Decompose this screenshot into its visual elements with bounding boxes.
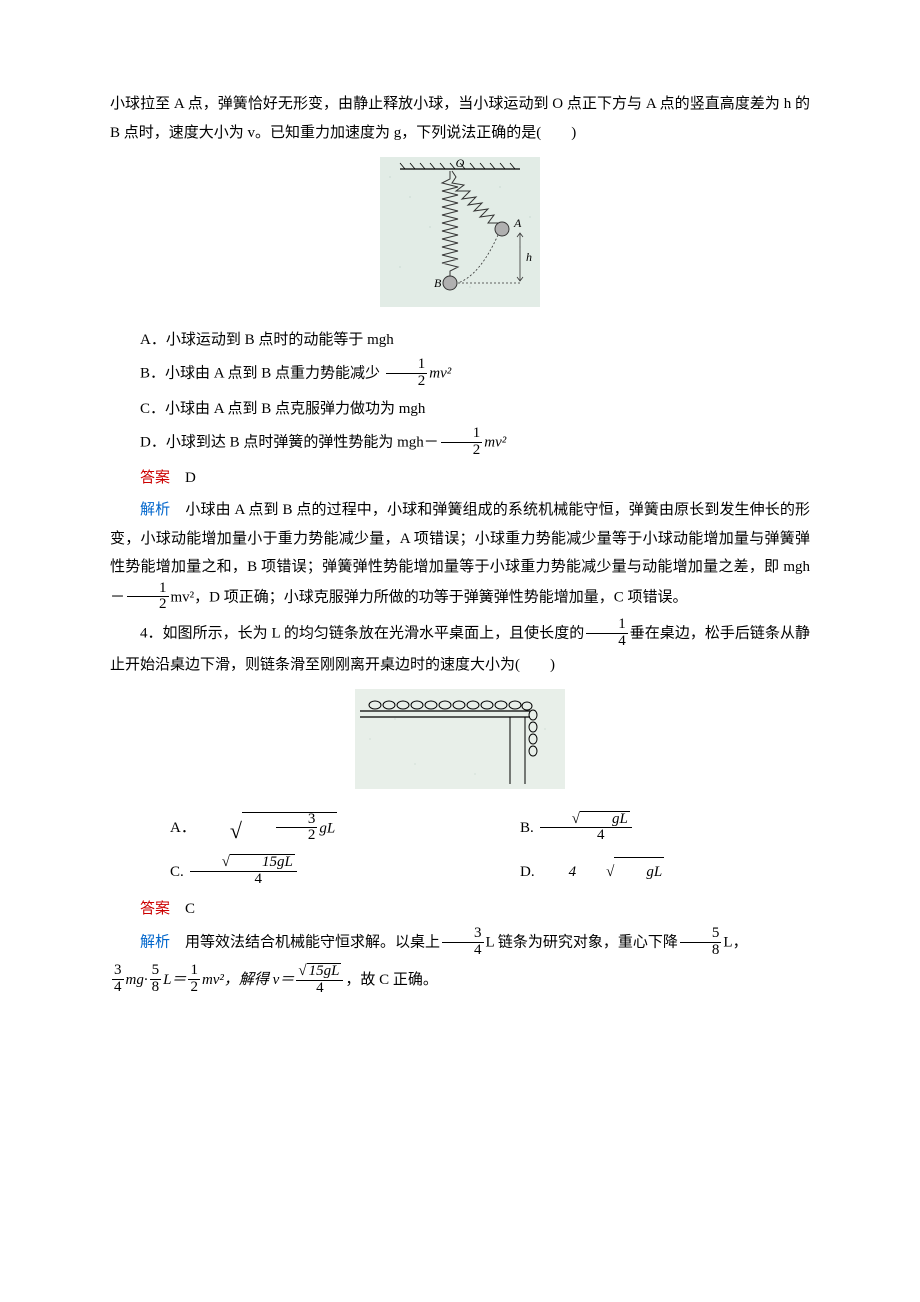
fraction: 14 bbox=[586, 617, 628, 650]
label-B: B bbox=[434, 276, 442, 290]
q4-option-b: B. √gL 4 bbox=[460, 808, 810, 850]
fraction: 34 bbox=[112, 963, 124, 996]
q4-figure bbox=[110, 689, 810, 800]
q3-option-a: A．小球运动到 B 点时的动能等于 mgh bbox=[110, 326, 810, 355]
fraction: √15gL 4 bbox=[296, 963, 343, 997]
analysis-label: 解析 bbox=[140, 502, 170, 518]
q4-analysis-line2: 34mg·58L＝12mv²，解得 v＝ √15gL 4 ，故 C 正确。 bbox=[110, 964, 810, 998]
fraction: 12 bbox=[127, 581, 169, 614]
fraction: √gL 4 bbox=[540, 811, 632, 845]
fraction: 32 bbox=[276, 812, 318, 845]
sqrt: √ bbox=[200, 810, 242, 852]
fraction: 12 bbox=[188, 963, 200, 996]
page: 小球拉至 A 点，弹簧恰好无形变，由静止释放小球，当小球运动到 O 点正下方与 … bbox=[0, 0, 920, 1302]
sqrt: √ bbox=[576, 858, 614, 887]
q3-option-b: B．小球由 A 点到 B 点重力势能减少 12mv² bbox=[110, 358, 810, 391]
fraction: 34 bbox=[442, 926, 484, 959]
chain-table-diagram bbox=[355, 689, 565, 789]
q4-stem: 4．如图所示，长为 L 的均匀链条放在光滑水平桌面上，且使长度的14垂在桌边，松… bbox=[110, 618, 810, 679]
q3-analysis: 解析 小球由 A 点到 B 点的过程中，小球和弹簧组成的系统机械能守恒，弹簧由原… bbox=[110, 496, 810, 614]
fraction: 58 bbox=[150, 963, 162, 996]
q3-stem: 小球拉至 A 点，弹簧恰好无形变，由静止释放小球，当小球运动到 O 点正下方与 … bbox=[110, 90, 810, 147]
q3-answer: 答案 D bbox=[110, 464, 810, 493]
fraction: √15gL 4 bbox=[190, 854, 297, 888]
spring-ball-diagram: O A B h bbox=[380, 157, 540, 307]
fraction: 12 bbox=[441, 426, 483, 459]
q4-option-d: D. 4√gL bbox=[460, 855, 810, 889]
answer-label: 答案 bbox=[140, 470, 170, 486]
analysis-label: 解析 bbox=[140, 935, 170, 951]
q4-option-a: A． √32gL bbox=[110, 808, 460, 850]
q3-option-c: C．小球由 A 点到 B 点克服弹力做功为 mgh bbox=[110, 395, 810, 424]
q3-figure: O A B h bbox=[110, 157, 810, 318]
fraction: 58 bbox=[680, 926, 722, 959]
label-h: h bbox=[526, 250, 532, 264]
fraction: 12 bbox=[386, 357, 428, 390]
q3-option-d: D．小球到达 B 点时弹簧的弹性势能为 mgh－12mv² bbox=[110, 427, 810, 460]
label-O: O bbox=[456, 157, 465, 170]
label-A: A bbox=[513, 216, 522, 230]
q4-options: A． √32gL B. √gL 4 C. √15gL 4 D. 4√gL bbox=[110, 808, 810, 895]
answer-label: 答案 bbox=[140, 901, 170, 917]
q4-option-c: C. √15gL 4 bbox=[110, 855, 460, 889]
q4-answer: 答案 C bbox=[110, 895, 810, 924]
q4-analysis-line1: 解析 用等效法结合机械能守恒求解。以桌上34L 链条为研究对象，重心下降58L， bbox=[110, 927, 810, 960]
